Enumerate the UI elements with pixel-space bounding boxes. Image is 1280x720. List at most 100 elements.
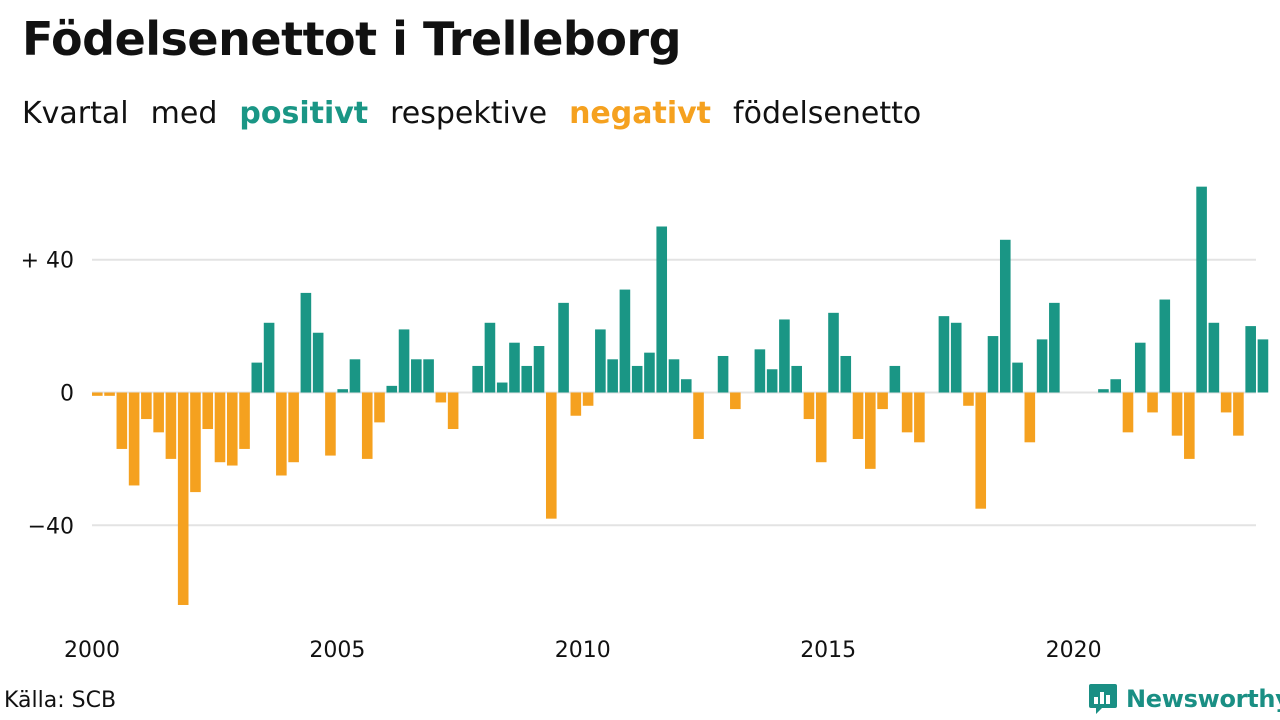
bar-positive (754, 349, 766, 393)
bar-positive (889, 365, 901, 393)
y-tick-label: + 40 (21, 249, 74, 274)
bar-positive (423, 359, 434, 393)
subtitle-word: med (150, 96, 218, 131)
bar-negative (116, 392, 128, 449)
bar-negative (165, 392, 177, 459)
bar-positive (1159, 299, 1171, 393)
bar-positive (791, 365, 802, 393)
x-tick-label: 2020 (1046, 638, 1102, 663)
bar-positive (386, 385, 398, 393)
chart-title: Födelsenettot i Trelleborg (22, 12, 682, 66)
bar-negative (153, 392, 164, 433)
bar-positive (312, 332, 324, 393)
bar-negative (803, 392, 815, 420)
bar-negative (374, 392, 385, 423)
x-tick-label: 2015 (800, 638, 856, 663)
subtitle-positive-label: positivt (239, 96, 369, 131)
subtitle-word: födelsenetto (733, 96, 922, 131)
bar-negative (141, 392, 152, 420)
bar-negative (693, 392, 704, 439)
bar-positive (595, 329, 606, 393)
bar-negative (901, 392, 913, 433)
bar-negative (226, 392, 238, 466)
bar-positive (300, 292, 312, 393)
bar-positive (607, 359, 618, 393)
bar-positive (1134, 342, 1146, 393)
bar-negative (815, 392, 827, 463)
bar-positive (938, 316, 950, 393)
bar-positive (558, 302, 569, 393)
bar-negative (435, 392, 447, 403)
bar-positive (619, 289, 631, 393)
bar-negative (1184, 392, 1195, 459)
source-note: Källa: SCB (4, 688, 117, 713)
bar-positive (717, 355, 729, 393)
bar-positive (472, 365, 483, 393)
bar-negative (1171, 392, 1183, 436)
bar-positive (251, 362, 263, 393)
y-tick-label: −40 (28, 514, 74, 539)
bar-positive (656, 226, 668, 393)
bar-negative (190, 392, 201, 493)
bar-negative (202, 392, 214, 430)
bar-negative (177, 392, 189, 605)
bar-negative (104, 392, 115, 396)
x-tick-label: 2005 (309, 638, 365, 663)
bar-negative (92, 392, 103, 396)
bar-positive (631, 365, 643, 393)
bar-negative (239, 392, 250, 449)
bar-negative (730, 392, 741, 410)
bar-negative (975, 392, 987, 509)
bar-positive (1110, 379, 1122, 393)
bar-positive (484, 322, 496, 393)
bar-negative (1147, 392, 1158, 413)
bar-negative (447, 392, 459, 430)
logo-text: Newsworthy (1126, 685, 1280, 713)
bar-positive (1257, 339, 1269, 393)
subtitle-word: Kvartal (22, 96, 129, 131)
bar-positive (521, 365, 533, 393)
bar-positive (398, 329, 410, 393)
x-tick-label: 2010 (555, 638, 611, 663)
bar-negative (582, 392, 594, 406)
bar-negative (963, 392, 974, 406)
bar-positive (1098, 389, 1109, 393)
bar-negative (1024, 392, 1036, 443)
subtitle-word: respektive (390, 96, 548, 131)
bar-positive (349, 359, 361, 393)
bar-positive (999, 239, 1011, 393)
bar-positive (828, 312, 839, 393)
bar-positive (987, 336, 999, 393)
bar-positive (680, 379, 692, 393)
bar-positive (1208, 322, 1220, 393)
newsworthy-logo-icon (1089, 684, 1117, 714)
bar-negative (325, 392, 336, 456)
bar-positive (496, 382, 508, 393)
subtitle-negative-label: negativt (569, 96, 712, 131)
chart-subtitle: Kvartal med positivt respektive negativt föde… (22, 96, 943, 131)
bar-positive (509, 342, 520, 393)
bar-positive (263, 322, 275, 393)
bar-negative (288, 392, 299, 463)
bar-negative (570, 392, 582, 416)
bar-negative (361, 392, 373, 459)
bar-negative (545, 392, 557, 519)
bar-negative (865, 392, 876, 469)
bar-negative (1220, 392, 1232, 413)
bar-positive (1012, 362, 1023, 393)
bar-positive (950, 322, 962, 393)
bar-positive (644, 352, 655, 393)
bar-positive (1245, 326, 1256, 393)
bar-positive (1049, 302, 1060, 393)
bar-negative (914, 392, 925, 443)
bar-negative (1122, 392, 1134, 433)
bar-negative (128, 392, 140, 486)
newsworthy-logo: Newsworthy (1088, 682, 1280, 716)
bar-positive (337, 389, 348, 393)
bar-positive (1196, 186, 1207, 393)
y-tick-label: 0 (60, 382, 74, 407)
bar-positive (779, 319, 790, 393)
bar-negative (276, 392, 287, 476)
bar-positive (411, 359, 422, 393)
